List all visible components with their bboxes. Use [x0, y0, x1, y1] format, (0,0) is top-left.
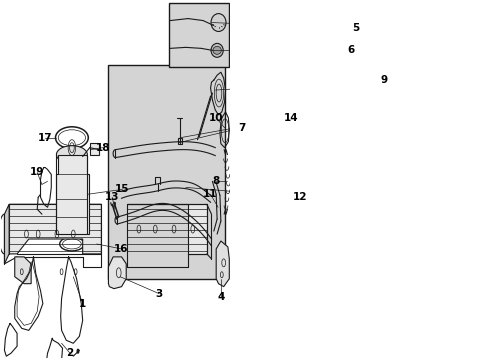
Text: 8: 8 — [212, 176, 220, 186]
Ellipse shape — [211, 14, 225, 31]
Text: 18: 18 — [95, 143, 110, 153]
Text: 19: 19 — [30, 167, 44, 177]
Bar — [89, 143, 99, 154]
Polygon shape — [15, 257, 31, 284]
Ellipse shape — [211, 44, 223, 57]
Ellipse shape — [56, 146, 87, 163]
Text: 2: 2 — [66, 348, 74, 358]
Text: 7: 7 — [238, 123, 245, 133]
Polygon shape — [127, 204, 206, 254]
Text: 11: 11 — [203, 189, 217, 199]
Polygon shape — [216, 241, 229, 287]
Polygon shape — [56, 154, 89, 234]
Bar — [169, 3, 228, 67]
Bar — [108, 65, 224, 279]
Bar — [178, 138, 181, 144]
Text: 16: 16 — [114, 244, 128, 254]
Text: 14: 14 — [283, 113, 298, 123]
Text: 4: 4 — [217, 292, 224, 302]
Text: 1: 1 — [79, 298, 86, 309]
Text: 10: 10 — [208, 113, 223, 123]
Text: 17: 17 — [38, 133, 52, 143]
Polygon shape — [108, 257, 126, 289]
Text: 3: 3 — [155, 289, 163, 298]
Text: 6: 6 — [347, 45, 354, 55]
Text: 15: 15 — [115, 184, 129, 194]
Text: 13: 13 — [105, 192, 119, 202]
Text: 5: 5 — [351, 23, 359, 33]
Text: 9: 9 — [380, 75, 386, 85]
Text: 12: 12 — [292, 192, 306, 202]
Polygon shape — [4, 204, 9, 264]
Polygon shape — [9, 204, 101, 254]
Ellipse shape — [212, 46, 221, 54]
Circle shape — [77, 349, 79, 353]
